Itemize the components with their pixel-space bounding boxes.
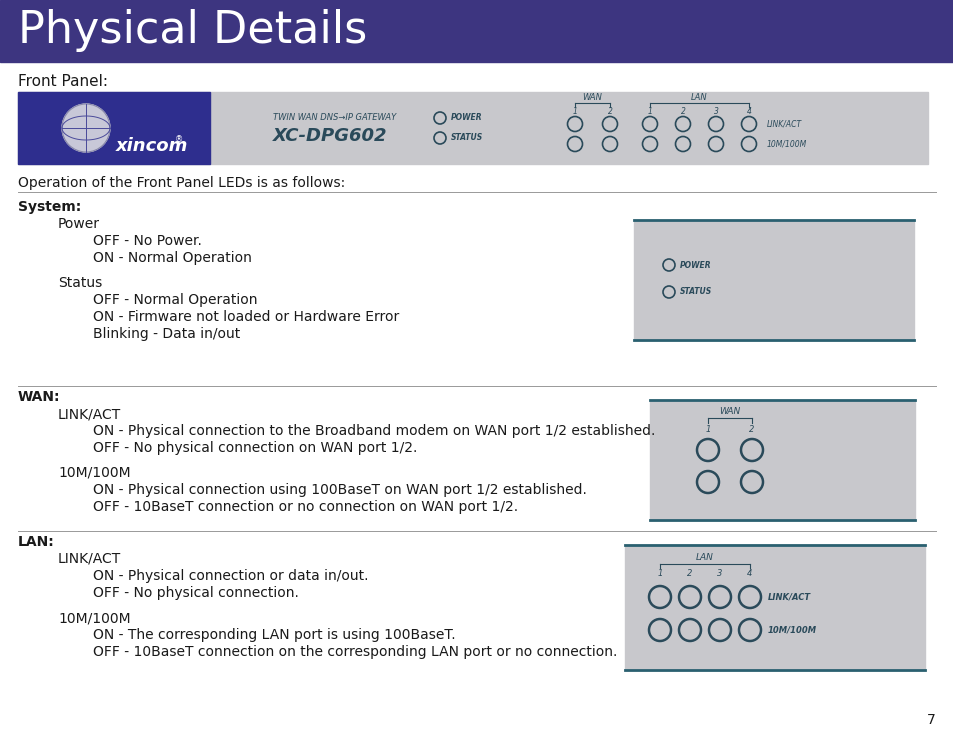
Text: 3: 3 [713,106,718,116]
Text: 4: 4 [746,570,752,579]
Text: 2: 2 [748,424,754,433]
Text: LINK/ACT: LINK/ACT [767,593,810,601]
Text: ON - Physical connection using 100BaseT on WAN port 1/2 established.: ON - Physical connection using 100BaseT … [92,483,586,497]
Text: Power: Power [58,217,100,231]
Bar [649,400,914,520]
Circle shape [62,104,110,152]
Text: 1: 1 [647,106,652,116]
Text: ON - The corresponding LAN port is using 100BaseT.: ON - The corresponding LAN port is using… [92,628,456,642]
Bar [624,545,924,670]
Text: 2: 2 [607,106,612,116]
Text: 10M/100M: 10M/100M [58,611,131,625]
Text: TWIN WAN DNS→IP GATEWAY: TWIN WAN DNS→IP GATEWAY [273,112,395,122]
Text: System:: System: [18,200,81,214]
Text: WAN: WAN [582,94,601,103]
Text: ON - Physical connection or data in/out.: ON - Physical connection or data in/out. [92,569,368,583]
Text: OFF - No physical connection on WAN port 1/2.: OFF - No physical connection on WAN port… [92,441,417,455]
Text: 1: 1 [704,424,710,433]
Text: 10M/100M: 10M/100M [58,466,131,480]
Text: Front Panel:: Front Panel: [18,75,108,89]
Text: LAN: LAN [691,94,707,103]
Text: Physical Details: Physical Details [18,10,367,52]
Text: XC-DPG602: XC-DPG602 [273,127,387,145]
Text: LAN: LAN [696,553,713,562]
Text: LAN:: LAN: [18,535,54,549]
Text: LINK/ACT: LINK/ACT [766,120,801,128]
Text: Operation of the Front Panel LEDs is as follows:: Operation of the Front Panel LEDs is as … [18,176,345,190]
Text: 7: 7 [926,713,935,727]
Text: 10M/100M: 10M/100M [767,626,817,635]
Text: LINK/ACT: LINK/ACT [58,407,121,421]
Text: 4: 4 [746,106,751,116]
Text: STATUS: STATUS [679,288,712,297]
Text: STATUS: STATUS [451,134,483,142]
Text: ON - Normal Operation: ON - Normal Operation [92,251,252,265]
Bar [634,220,913,340]
Text: OFF - Normal Operation: OFF - Normal Operation [92,293,257,307]
Text: 3: 3 [717,570,722,579]
Bar [18,92,927,164]
Text: LINK/ACT: LINK/ACT [58,552,121,566]
Text: POWER: POWER [451,114,482,123]
Text: 2: 2 [679,106,684,116]
Text: POWER: POWER [679,261,711,269]
Text: xincom: xincom [115,137,188,155]
Text: 1: 1 [572,106,577,116]
Text: Blinking - Data in/out: Blinking - Data in/out [92,327,240,341]
Text: 2: 2 [686,570,692,579]
Text: OFF - 10BaseT connection on the corresponding LAN port or no connection.: OFF - 10BaseT connection on the correspo… [92,645,617,659]
Text: OFF - No physical connection.: OFF - No physical connection. [92,586,298,600]
Text: OFF - 10BaseT connection or no connection on WAN port 1/2.: OFF - 10BaseT connection or no connectio… [92,500,517,514]
Text: OFF - No Power.: OFF - No Power. [92,234,202,248]
Text: Status: Status [58,276,102,290]
Bar [18,92,210,164]
Text: 1: 1 [657,570,662,579]
Text: ON - Firmware not loaded or Hardware Error: ON - Firmware not loaded or Hardware Err… [92,310,399,324]
Text: WAN:: WAN: [18,390,60,404]
Text: 10M/100M: 10M/100M [766,139,806,148]
Text: WAN: WAN [719,407,740,416]
Bar [0,0,953,62]
Text: ON - Physical connection to the Broadband modem on WAN port 1/2 established.: ON - Physical connection to the Broadban… [92,424,655,438]
Text: ®: ® [174,136,183,145]
